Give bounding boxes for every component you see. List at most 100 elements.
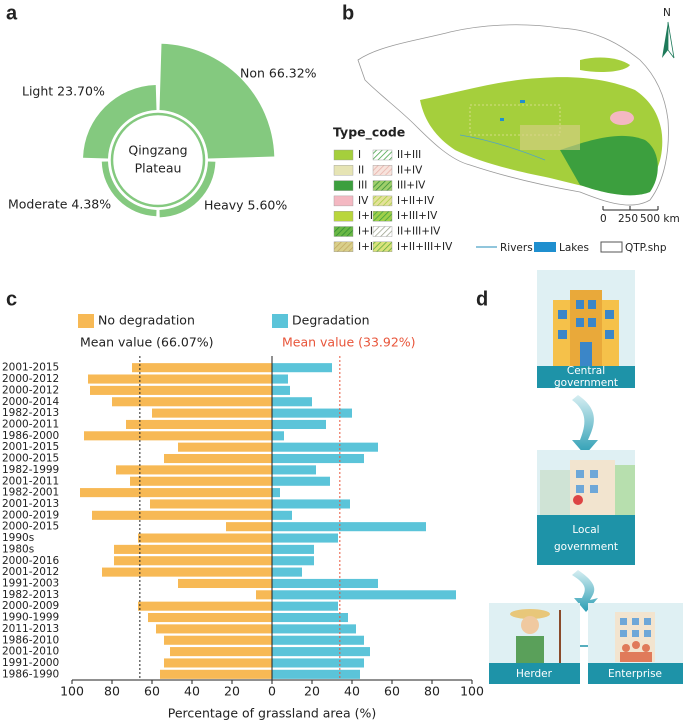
- bar: [178, 578, 272, 589]
- bar: [272, 647, 370, 657]
- bar: [272, 408, 352, 418]
- category-label: 2000-2016: [2, 555, 60, 567]
- x-tick-label: 60: [144, 684, 160, 699]
- bar: [272, 533, 338, 543]
- bar: [272, 476, 330, 486]
- legend-label: Degradation: [292, 313, 370, 328]
- panel-label: c: [6, 288, 17, 310]
- sector-label: Light 23.70%: [22, 84, 105, 99]
- bar: [272, 397, 312, 407]
- panel-label: b: [342, 2, 354, 24]
- category-label: 1982-2013: [2, 589, 59, 601]
- legend-swatch: [333, 241, 354, 253]
- bar: [272, 612, 348, 623]
- legend-swatch: [372, 180, 393, 191]
- bar: [256, 590, 272, 600]
- bar: [92, 510, 272, 520]
- bar: [160, 669, 272, 679]
- bar: [272, 374, 288, 384]
- bar: [272, 601, 338, 611]
- scale-label: 500 km: [640, 213, 680, 225]
- legend-swatch: [333, 165, 354, 176]
- bar: [272, 624, 356, 634]
- legend-swatch: [372, 195, 393, 207]
- bar: [164, 635, 272, 645]
- bar: [272, 465, 316, 475]
- bar: [148, 612, 272, 623]
- x-tick-label: 20: [304, 684, 320, 699]
- category-label: 2011-2013: [2, 623, 59, 635]
- map: [357, 21, 675, 253]
- legend-swatch: [333, 226, 354, 237]
- center-ring: [110, 112, 206, 208]
- x-tick-label: 80: [424, 684, 440, 699]
- rose-sector: [83, 85, 157, 159]
- bar: [272, 590, 456, 600]
- category-label: 2000-2012: [2, 384, 59, 396]
- legend-label: I: [358, 149, 361, 161]
- sector-label: Moderate 4.38%: [8, 197, 111, 212]
- legend-label: QTP.shp: [625, 242, 667, 254]
- legend-swatch: [333, 149, 354, 161]
- node-label: Central: [567, 365, 605, 377]
- category-label: 2000-2015: [2, 453, 59, 465]
- bar: [272, 363, 332, 373]
- legend-swatch: [333, 195, 354, 207]
- bar: [88, 374, 272, 384]
- bar: [272, 544, 314, 554]
- node-label: government: [554, 377, 618, 389]
- rose-sector: [101, 161, 157, 217]
- legend-label: I+II+III+IV: [397, 241, 453, 253]
- legend-swatch: [372, 165, 393, 176]
- legend-label: III: [358, 180, 367, 192]
- legend-swatch: [372, 210, 393, 222]
- legend-swatch: [372, 149, 393, 161]
- bar: [130, 476, 272, 486]
- node-label: government: [554, 541, 618, 553]
- legend-label: II+IV: [397, 164, 423, 176]
- bar: [84, 431, 272, 441]
- bar: [138, 601, 272, 611]
- legend-swatch: [372, 241, 393, 253]
- bar: [272, 567, 302, 577]
- category-label: 1986-2010: [2, 634, 59, 646]
- legend-label: I+III+IV: [397, 210, 438, 222]
- bar: [272, 488, 280, 498]
- legend-swatch: [78, 314, 94, 328]
- bar: [112, 397, 272, 407]
- category-label: 1990-1999: [2, 612, 59, 624]
- bar: [272, 453, 364, 464]
- bar: [90, 385, 272, 395]
- legend-label: No degradation: [98, 313, 195, 328]
- x-tick-label: 100: [60, 684, 84, 699]
- legend-swatch: [272, 314, 288, 328]
- legend-label: II+III+IV: [397, 226, 441, 238]
- x-tick-label: 0: [268, 684, 276, 699]
- bar: [178, 442, 272, 452]
- legend-label: I+II: [358, 210, 376, 222]
- category-label: 2001-2011: [2, 475, 59, 487]
- category-label: 1991-2003: [2, 577, 59, 589]
- x-tick-label: 80: [104, 684, 120, 699]
- category-label: 1986-1990: [2, 668, 59, 680]
- bar: [272, 442, 378, 452]
- bar: [152, 408, 272, 418]
- bar: [272, 385, 290, 395]
- mean-label: Mean value (66.07%): [80, 335, 214, 350]
- node-label: Enterprise: [608, 668, 662, 680]
- category-label: 2000-2009: [2, 600, 59, 612]
- bar: [138, 533, 272, 543]
- bar: [272, 431, 284, 441]
- sector-label: Non 66.32%: [240, 66, 317, 81]
- bar: [132, 363, 272, 373]
- legend-swatch: [333, 210, 354, 222]
- category-label: 2000-2011: [2, 418, 59, 430]
- sector-label: Heavy 5.60%: [204, 198, 287, 213]
- bar: [272, 658, 364, 668]
- bar: [272, 556, 314, 566]
- legend-label: IV: [358, 195, 369, 207]
- bar: [164, 658, 272, 668]
- scale-label: 250: [618, 213, 638, 225]
- bar: [126, 419, 272, 430]
